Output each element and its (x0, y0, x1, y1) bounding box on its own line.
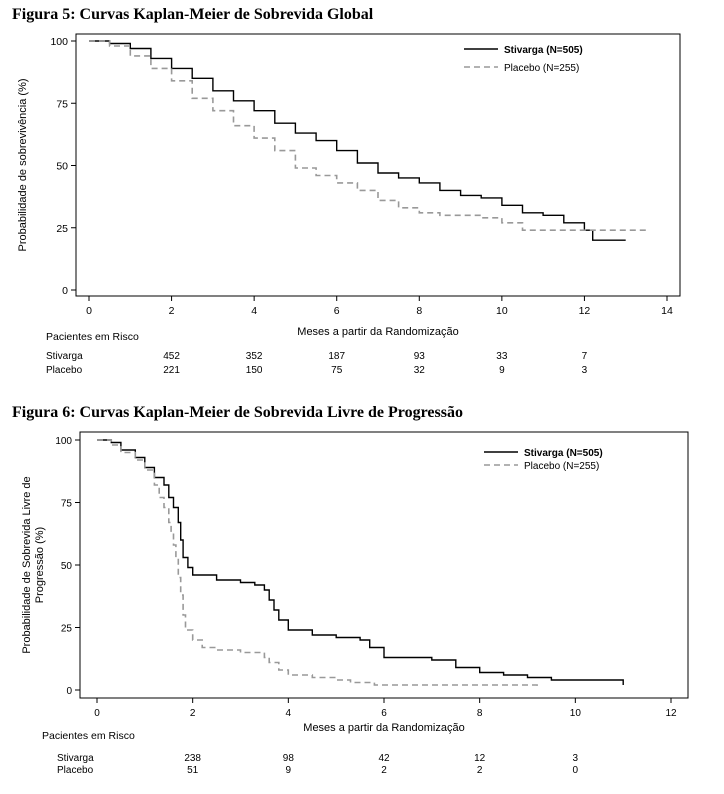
y-tick-label: 100 (55, 436, 72, 447)
figure-5-title: Figura 5: Curvas Kaplan-Meier de Sobrevi… (12, 6, 374, 23)
risk-value: 12 (474, 753, 486, 764)
x-axis-label: Meses a partir da Randomização (303, 722, 464, 734)
figure-5-chart: 0 25 50 75 100 0 2 4 6 8 10 12 14 Meses a partir da R… (17, 33, 681, 376)
x-axis-label: Meses a partir da Randomização (297, 326, 458, 338)
risk-row-label: Stivarga (46, 351, 83, 362)
stivarga-curve (97, 439, 624, 685)
risk-value: 93 (414, 351, 426, 362)
y-tick-label: 0 (66, 686, 72, 697)
risk-value: 452 (163, 351, 180, 362)
x-tick-label: 6 (381, 708, 387, 719)
y-axis-label: Progressão (%) (34, 527, 46, 603)
risk-value: 9 (286, 765, 292, 776)
figure-6-chart: 0 25 50 75 100 0 2 4 6 8 10 12 Meses a partir da Ran… (21, 431, 689, 776)
x-tick-label: 10 (496, 305, 508, 317)
y-tick-label: 0 (62, 285, 68, 297)
risk-value: 238 (184, 753, 201, 764)
x-tick-label: 14 (661, 305, 673, 317)
placebo-curve (89, 40, 647, 231)
risk-value: 221 (163, 365, 180, 376)
x-tick-label: 0 (86, 305, 92, 317)
y-tick-label: 75 (61, 499, 73, 510)
risk-value: 187 (328, 351, 345, 362)
x-tick-label: 12 (665, 708, 677, 719)
y-axis-label: Probabilidade de sobrevivência (%) (17, 78, 29, 251)
risk-value: 352 (246, 351, 263, 362)
x-tick-label: 4 (251, 305, 257, 317)
x-tick-label: 10 (570, 708, 582, 719)
x-tick-label: 6 (334, 305, 340, 317)
x-tick-label: 4 (286, 708, 292, 719)
x-tick-label: 8 (477, 708, 483, 719)
legend-label: Stivarga (N=505) (504, 45, 583, 56)
placebo-curve (97, 439, 538, 688)
y-tick-label: 50 (56, 161, 68, 173)
risk-value: 51 (187, 765, 199, 776)
y-tick-label: 100 (50, 36, 68, 48)
risk-value: 7 (582, 351, 588, 362)
y-tick-label: 75 (56, 98, 68, 110)
x-tick-label: 12 (579, 305, 591, 317)
legend-label: Placebo (N=255) (504, 63, 579, 74)
stivarga-curve (89, 40, 626, 241)
risk-value: 2 (381, 765, 387, 776)
figure-6-title: Figura 6: Curvas Kaplan-Meier de Sobrevi… (12, 404, 463, 421)
y-tick-label: 25 (56, 223, 68, 235)
risk-value: 32 (414, 365, 426, 376)
risk-value: 42 (378, 753, 390, 764)
legend-label: Stivarga (N=505) (524, 448, 603, 459)
x-tick-label: 2 (169, 305, 175, 317)
risk-row-label: Stivarga (57, 753, 94, 764)
risk-value: 2 (477, 765, 483, 776)
y-axis-label: Probabilidade de Sobrevida Livre de (21, 476, 33, 653)
y-tick-label: 25 (61, 624, 73, 635)
risk-value: 150 (246, 365, 263, 376)
risk-value: 33 (496, 351, 508, 362)
risk-table-header: Pacientes em Risco (42, 730, 135, 742)
x-tick-label: 8 (416, 305, 422, 317)
risk-value: 98 (283, 753, 295, 764)
risk-value: 75 (331, 365, 343, 376)
risk-value: 9 (499, 365, 505, 376)
y-tick-label: 50 (61, 561, 73, 572)
risk-row-label: Placebo (46, 365, 83, 376)
x-tick-label: 2 (190, 708, 196, 719)
risk-value: 3 (582, 365, 588, 376)
risk-value: 0 (573, 765, 579, 776)
x-tick-label: 0 (94, 708, 100, 719)
legend-label: Placebo (N=255) (524, 461, 599, 472)
risk-row-label: Placebo (57, 765, 94, 776)
risk-value: 3 (573, 753, 579, 764)
risk-table-header: Pacientes em Risco (46, 331, 139, 343)
